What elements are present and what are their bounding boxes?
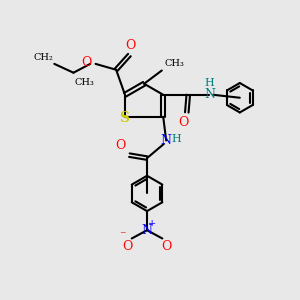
Text: S: S [119,111,129,125]
Text: CH₃: CH₃ [75,78,95,87]
Text: O: O [122,240,133,253]
Text: CH₃: CH₃ [164,59,184,68]
Text: N: N [142,224,152,237]
Text: N: N [161,134,172,147]
Text: O: O [116,139,126,152]
Text: H: H [172,134,181,144]
Text: +: + [148,219,157,228]
Text: O: O [179,116,189,129]
Text: CH₂: CH₂ [33,53,53,62]
Text: O: O [82,56,92,69]
Text: ⁻: ⁻ [119,229,126,242]
Text: O: O [126,39,136,52]
Text: H: H [205,78,214,88]
Text: N: N [204,88,215,101]
Text: O: O [162,240,172,253]
